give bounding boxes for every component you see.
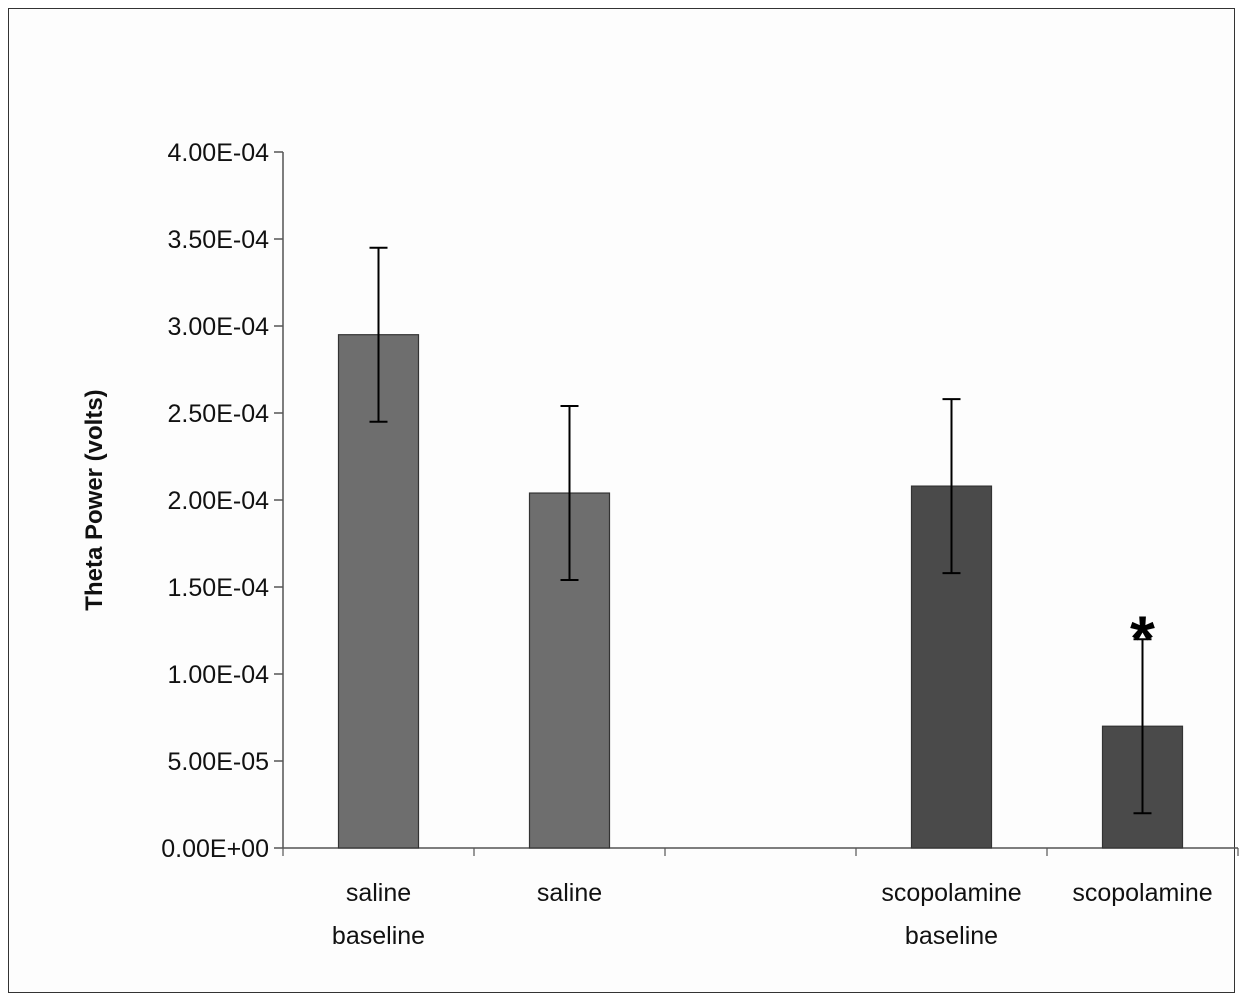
significance-marker: *: [1130, 602, 1155, 674]
y-tick-label: 5.00E-05: [168, 748, 269, 776]
y-tick-label: 2.50E-04: [168, 400, 270, 428]
category-label: scopolamine: [1072, 879, 1212, 907]
y-tick-label: 0.00E+00: [161, 835, 269, 863]
bars: [337, 246, 1184, 849]
category-label: baseline: [905, 922, 998, 950]
category-labels: saline baseline saline scopolamine baseline s…: [332, 879, 1213, 950]
category-label: saline: [537, 879, 602, 907]
y-tick-label: 1.50E-04: [168, 574, 270, 602]
category-label: baseline: [332, 922, 425, 950]
x-axis: [282, 847, 1239, 856]
y-tick-label: 2.00E-04: [168, 487, 270, 515]
y-axis-title: Theta Power (volts): [81, 389, 108, 610]
annotations: *: [1130, 602, 1155, 674]
y-tick-label: 3.00E-04: [168, 313, 270, 341]
category-label: saline: [346, 879, 411, 907]
category-label: scopolamine: [881, 879, 1021, 907]
y-tick-label: 1.00E-04: [168, 661, 270, 689]
y-tick-label: 3.50E-04: [168, 226, 270, 254]
chart-frame: [8, 8, 1235, 993]
y-tick-label: 4.00E-04: [168, 139, 270, 167]
y-axis: 0.00E+00 5.00E-05 1.00E-04 1.50E-04 2.00E-04…: [161, 139, 284, 863]
